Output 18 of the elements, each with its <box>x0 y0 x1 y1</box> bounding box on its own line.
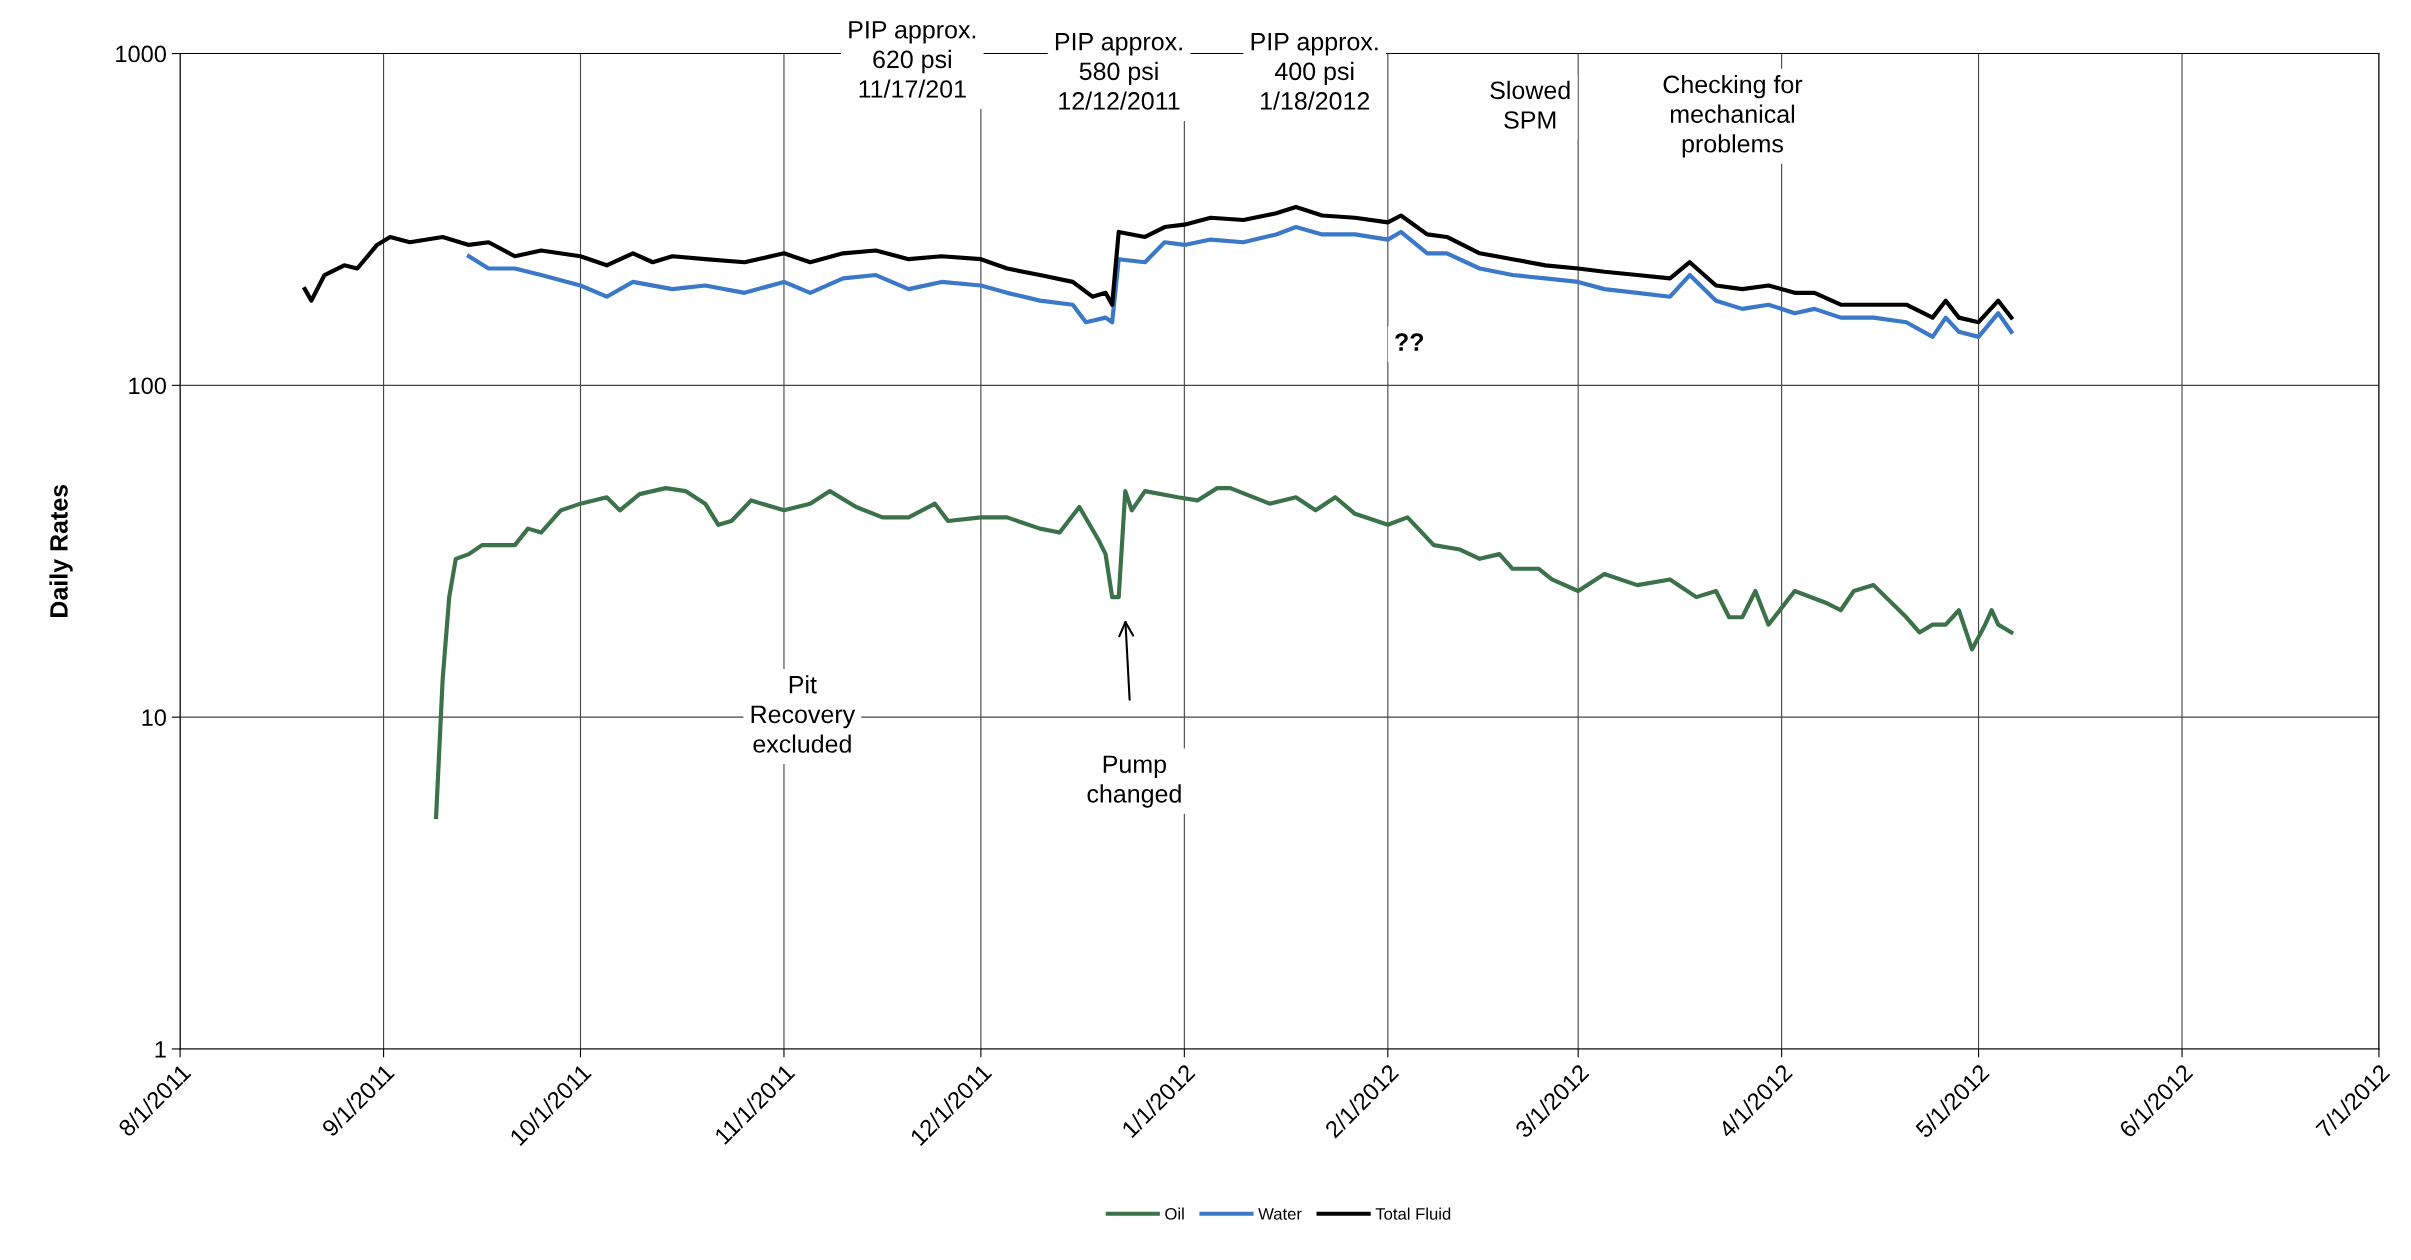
y-tick-label: 100 <box>129 377 166 395</box>
annotation: PIP approx. 620 psi 11/17/201 <box>849 21 976 98</box>
legend-label: Water <box>1258 1208 1302 1220</box>
annotation: Checking for mechanical problems <box>1663 74 1803 158</box>
legend-label: Oil <box>1165 1207 1184 1220</box>
annotation: ?? <box>1395 333 1424 351</box>
annotation: Pit Recovery excluded <box>751 675 856 753</box>
line-series <box>302 204 2014 325</box>
y-tick-label: 1000 <box>116 45 166 63</box>
annotation: PIP approx. 400 psi 1/18/2012 <box>1251 33 1378 110</box>
annotation: Pump changed <box>1087 755 1181 808</box>
y-axis-title: Daily Rates <box>49 484 73 617</box>
legend-label: Total Fluid <box>1375 1207 1451 1220</box>
annotation: Slowed SPM <box>1490 80 1570 129</box>
y-tick-label: 10 <box>142 709 166 726</box>
annotation: PIP approx. 580 psi 12/12/2011 <box>1055 33 1182 110</box>
y-tick-label: 1 <box>155 1041 166 1058</box>
line-series <box>434 486 2014 820</box>
